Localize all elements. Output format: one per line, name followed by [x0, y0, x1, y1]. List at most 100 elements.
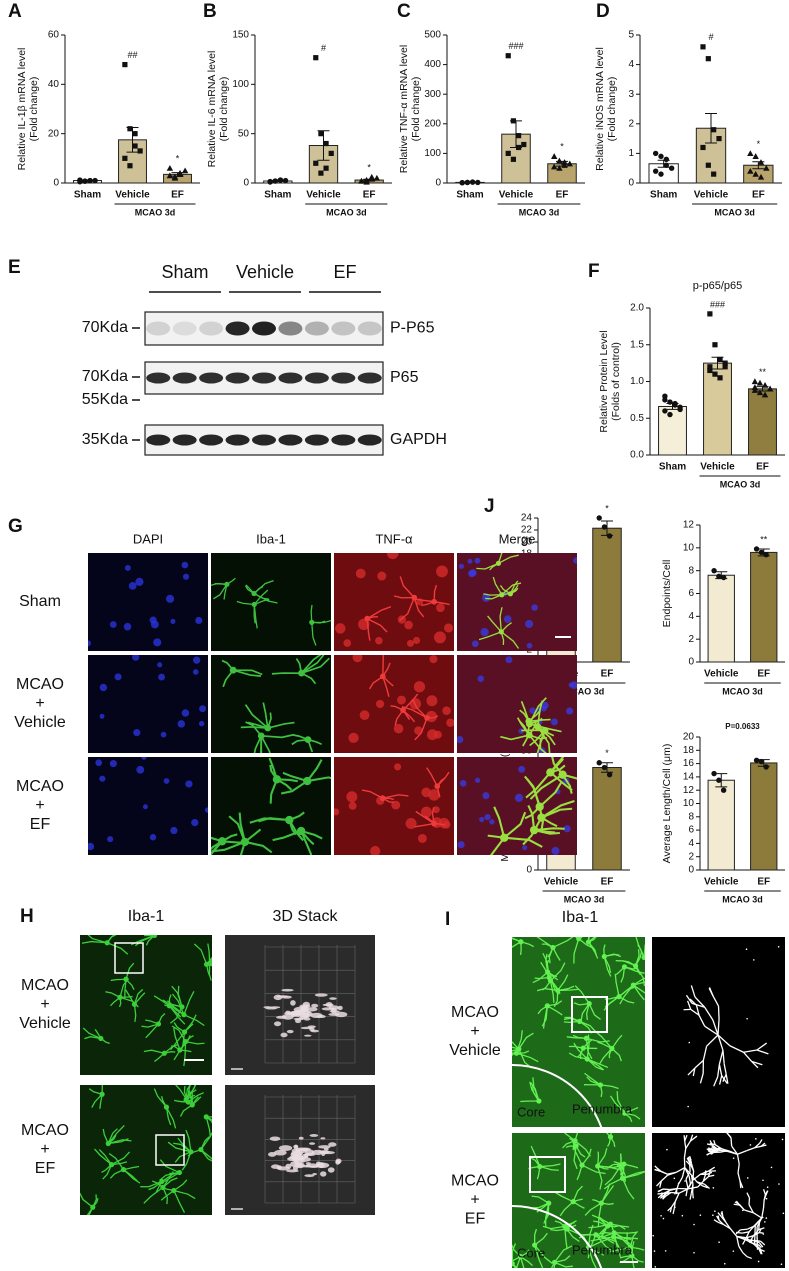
row-label: EF	[30, 816, 51, 833]
image-panel	[80, 935, 212, 1075]
cell-body	[534, 723, 542, 731]
region-label: Core	[517, 1104, 545, 1119]
cell-process	[206, 963, 212, 967]
cell-body	[203, 1114, 209, 1120]
speck	[770, 1166, 773, 1169]
skeleton-branch	[697, 1180, 704, 1188]
blot-band	[199, 321, 224, 336]
cell-process	[173, 1022, 185, 1033]
cell-process	[586, 1058, 609, 1069]
cell-body	[120, 1167, 127, 1173]
nucleus	[468, 570, 476, 578]
nucleus	[150, 620, 159, 629]
cell-process	[575, 1145, 586, 1158]
cell-body	[251, 590, 257, 597]
cell-process	[527, 805, 536, 831]
skeleton-branch	[723, 1128, 726, 1133]
mw-marker: 35Kda	[82, 431, 128, 448]
rendered-cell	[311, 1003, 319, 1008]
skeleton-branch	[756, 1243, 759, 1249]
cell-body	[105, 1140, 111, 1147]
cell-process	[173, 1190, 186, 1213]
group-label: MCAO 3d	[135, 207, 176, 217]
cell-process	[528, 734, 547, 753]
cell-body	[163, 1104, 170, 1110]
data-point	[752, 153, 759, 159]
data-point	[313, 55, 319, 61]
cell-process	[497, 553, 503, 564]
cell-process	[154, 935, 157, 936]
cell-process	[623, 1163, 639, 1169]
skeleton-branch	[754, 1217, 763, 1226]
skeleton-branch	[713, 1140, 716, 1145]
cell-process	[260, 735, 271, 753]
skeleton-branch	[746, 1192, 751, 1199]
x-tick-label: Sham	[659, 462, 686, 473]
data-point	[272, 178, 278, 184]
cell-process	[476, 562, 499, 570]
cell-process	[530, 1145, 541, 1167]
data-point	[763, 764, 769, 770]
rendered-cell	[291, 1150, 303, 1156]
cell-process	[366, 606, 392, 620]
data-point	[753, 757, 760, 763]
cell-process	[107, 1128, 118, 1144]
nucleus	[433, 730, 442, 739]
skeleton-branch	[743, 1049, 758, 1053]
y-axis-label: Relative TNF-α mRNA level	[398, 45, 410, 173]
error-bar	[705, 112, 717, 144]
skeleton-branch	[759, 1139, 763, 1144]
nucleus	[397, 695, 406, 705]
cell-body	[619, 1175, 626, 1181]
cell-process	[520, 1256, 533, 1267]
data-point	[556, 157, 563, 164]
skeleton-branch	[741, 1231, 750, 1234]
nucleus	[123, 622, 132, 631]
cell-body	[610, 1234, 617, 1240]
column-label: TNF-α	[375, 531, 413, 546]
skeleton-branch	[685, 1189, 688, 1197]
nucleus	[170, 826, 178, 835]
skeleton-branch	[662, 1195, 667, 1200]
data-point	[521, 141, 527, 148]
cell-process	[576, 1164, 583, 1181]
data-point	[711, 567, 717, 574]
column-label: Iba-1	[562, 909, 599, 926]
cell-process	[268, 757, 278, 780]
cell-process	[179, 1104, 193, 1117]
data-point	[469, 179, 476, 185]
nucleus	[386, 553, 399, 560]
cell-process	[382, 675, 394, 687]
cell-process	[574, 1133, 579, 1141]
row-label: +	[40, 996, 49, 1013]
cell-process	[550, 1228, 568, 1232]
nucleus	[95, 759, 103, 767]
cell-process	[581, 1148, 592, 1166]
nucleus	[346, 791, 358, 803]
bar-chart: D Relative iNOS mRNA level (Fold change) 0 1…	[594, 1, 782, 217]
cell-process	[512, 937, 522, 943]
cell-process	[609, 1246, 631, 1253]
cell-body	[605, 1223, 611, 1229]
y-axis-label: (Fold change)	[218, 77, 230, 142]
x-tick-label: Sham	[74, 190, 101, 201]
cell-process	[173, 1189, 196, 1200]
cell-process	[518, 1032, 534, 1050]
zoom-box	[155, 1134, 185, 1166]
nucleus	[550, 718, 558, 726]
data-point	[707, 364, 713, 370]
cell-process	[572, 1201, 585, 1209]
cell-process	[611, 1034, 623, 1049]
cell-process	[557, 974, 569, 991]
column-label: DAPI	[133, 531, 163, 546]
chart-title: p-p65/p65	[693, 280, 743, 292]
speck	[741, 1209, 744, 1212]
cell-body	[108, 1162, 115, 1168]
bar	[658, 405, 687, 456]
nucleus	[426, 695, 438, 707]
cell-body	[562, 1223, 568, 1229]
skeleton-branch	[721, 1148, 729, 1152]
data-point	[318, 170, 324, 176]
cell-process	[588, 1238, 609, 1249]
skeleton-branch	[748, 1204, 754, 1214]
